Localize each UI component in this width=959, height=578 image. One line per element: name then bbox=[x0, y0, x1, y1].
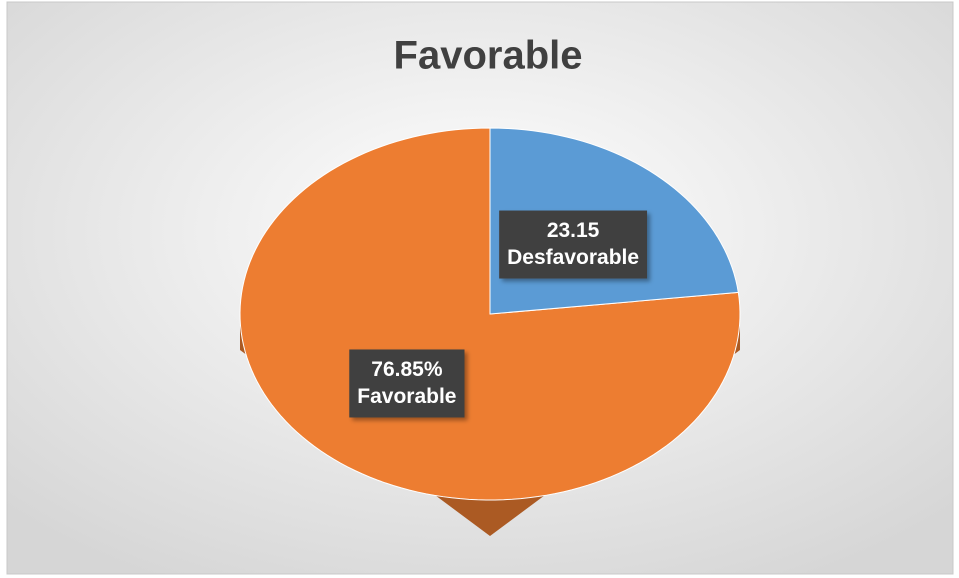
pie: 76.85% Favorable 23.15 Desfavorable bbox=[239, 127, 741, 536]
data-label: 23.15 Desfavorable bbox=[499, 210, 648, 279]
data-label-value: 23.15 bbox=[547, 219, 600, 242]
data-label-category: Desfavorable bbox=[507, 246, 639, 269]
data-label-box bbox=[499, 210, 648, 279]
chart-title: Favorable bbox=[394, 34, 583, 78]
data-label-category: Favorable bbox=[357, 385, 456, 408]
data-label: 76.85% Favorable bbox=[349, 349, 465, 418]
data-label-value: 76.85% bbox=[371, 358, 443, 381]
data-label-box bbox=[349, 349, 465, 418]
